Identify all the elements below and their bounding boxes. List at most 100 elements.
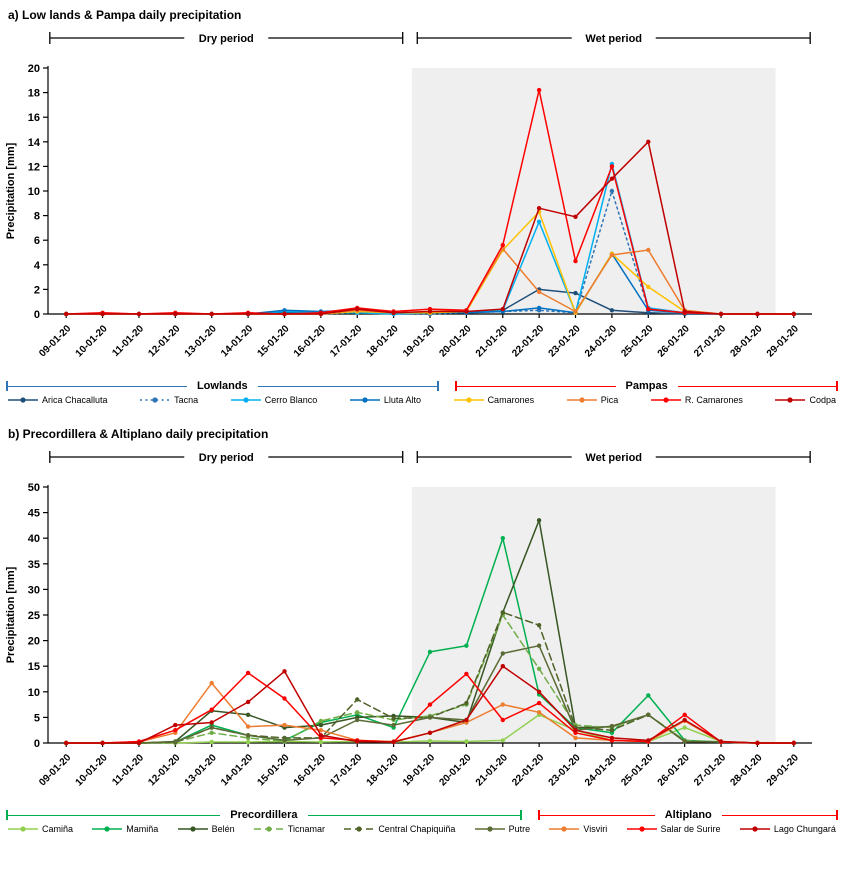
svg-text:14-01-20: 14-01-20 <box>219 752 255 788</box>
chart-b-group-brackets: Precordillera Altiplano <box>0 809 844 821</box>
period-label: Wet period <box>585 452 642 464</box>
legend-item-r-camarones: R. Camarones <box>650 395 743 405</box>
chart-a-group-brackets: Lowlands Pampas <box>0 380 844 392</box>
legend-label: Lluta Alto <box>383 395 421 405</box>
svg-text:17-01-20: 17-01-20 <box>328 752 364 788</box>
legend-item-camarones: Camarones <box>453 395 535 405</box>
svg-text:09-01-20: 09-01-20 <box>37 323 73 359</box>
chart-b-legend: Camiña Mamiña Belén Ticnamar Central Chapiqu… <box>0 821 844 834</box>
svg-text:20: 20 <box>28 63 40 75</box>
legend-item-cerro-blanco: Cerro Blanco <box>230 395 318 405</box>
svg-text:17-01-20: 17-01-20 <box>328 323 364 359</box>
svg-text:13-01-20: 13-01-20 <box>183 323 219 359</box>
svg-text:23-01-20: 23-01-20 <box>547 323 583 359</box>
svg-text:12: 12 <box>28 161 40 173</box>
legend-label: Salar de Surire <box>660 824 721 834</box>
legend-label: Visviri <box>583 824 608 834</box>
figure-daily-precipitation: a) Low lands & Pampa daily precipitation… <box>0 0 844 834</box>
y-axis-label: Precipitation [mm] <box>5 142 17 239</box>
legend-swatch-r-camarones <box>650 397 681 403</box>
legend-group-label: Precordillera <box>230 809 298 821</box>
svg-text:24-01-20: 24-01-20 <box>583 752 619 788</box>
svg-text:13-01-20: 13-01-20 <box>183 752 219 788</box>
svg-text:30: 30 <box>28 584 40 596</box>
legend-item-salar-de-surire: Salar de Surire <box>626 824 721 834</box>
panel-lowlands-pampa: a) Low lands & Pampa daily precipitation… <box>0 0 844 405</box>
chart-b-title: b) Precordillera & Altiplano daily preci… <box>8 427 269 441</box>
svg-text:22-01-20: 22-01-20 <box>510 323 546 359</box>
svg-text:19-01-20: 19-01-20 <box>401 323 437 359</box>
svg-text:15-01-20: 15-01-20 <box>256 752 292 788</box>
svg-text:26-01-20: 26-01-20 <box>656 323 692 359</box>
svg-text:16-01-20: 16-01-20 <box>292 752 328 788</box>
x-axis-ticks: 09-01-20 10-01-20 11-01-20 12-01-20 13-01-20… <box>37 314 801 359</box>
period-bracket-wet-period: Wet period <box>416 451 811 464</box>
svg-text:19-01-20: 19-01-20 <box>401 752 437 788</box>
legend-label: Codpa <box>809 395 836 405</box>
chart-a-legend: Arica Chacalluta Tacna Cerro Blanco Lluta A… <box>0 392 844 405</box>
legend-label: Central Chapiquiña <box>378 824 456 834</box>
svg-text:18-01-20: 18-01-20 <box>365 752 401 788</box>
legend-item-putre: Putre <box>474 824 530 834</box>
legend-group-label: Pampas <box>625 380 668 392</box>
svg-text:40: 40 <box>28 533 40 545</box>
legend-item-ticnamar: Ticnamar <box>253 824 325 834</box>
wet-period-shading <box>411 487 776 743</box>
svg-text:23-01-20: 23-01-20 <box>547 752 583 788</box>
svg-text:26-01-20: 26-01-20 <box>656 752 692 788</box>
legend-swatch-pica <box>566 397 597 403</box>
svg-text:28-01-20: 28-01-20 <box>728 752 764 788</box>
period-label: Wet period <box>585 33 642 45</box>
legend-label: Camiña <box>42 824 74 834</box>
svg-text:22-01-20: 22-01-20 <box>510 752 546 788</box>
svg-text:25: 25 <box>28 610 40 622</box>
y-axis-ticks: 0 2 4 6 8 10 12 14 16 18 20 <box>28 63 48 321</box>
legend-item-arica-chacalluta: Arica Chacalluta <box>8 395 108 405</box>
legend-item-central-chapiqui-a: Central Chapiquiña <box>344 824 455 834</box>
legend-group-bracket-precordillera: Precordillera <box>6 809 522 821</box>
svg-text:29-01-20: 29-01-20 <box>765 752 801 788</box>
period-bracket-dry-period: Dry period <box>49 32 404 45</box>
legend-label: R. Camarones <box>684 395 743 405</box>
legend-label: Belén <box>211 824 235 834</box>
svg-text:12-01-20: 12-01-20 <box>146 752 182 788</box>
svg-text:10-01-20: 10-01-20 <box>74 752 110 788</box>
chart-b-plot: Dry period Wet period 0 5 10 15 20 25 30 35 40 45 50… <box>5 451 812 788</box>
period-label: Dry period <box>199 452 254 464</box>
legend-label: Camarones <box>487 395 535 405</box>
legend-item-cami-a: Camiña <box>8 824 73 834</box>
x-axis-ticks: 09-01-20 10-01-20 11-01-20 12-01-20 13-01-20… <box>37 743 801 788</box>
period-bracket-dry-period: Dry period <box>49 451 404 464</box>
svg-text:21-01-20: 21-01-20 <box>474 323 510 359</box>
legend-swatch-ticnamar <box>253 826 284 832</box>
legend-group-label: Altiplano <box>664 809 712 821</box>
svg-text:50: 50 <box>28 482 40 494</box>
svg-text:2: 2 <box>34 284 40 296</box>
legend-label: Cerro Blanco <box>264 395 318 405</box>
legend-swatch-arica-chacalluta <box>8 397 38 403</box>
wet-period-shading <box>411 68 776 314</box>
y-axis-label: Precipitation [mm] <box>5 566 17 663</box>
legend-swatch-lago-chungar <box>739 826 770 832</box>
legend-label: Tacna <box>174 395 199 405</box>
legend-swatch-cami-a <box>8 826 38 832</box>
svg-text:11-01-20: 11-01-20 <box>110 323 146 359</box>
series-lago-chungar <box>63 664 796 746</box>
svg-text:29-01-20: 29-01-20 <box>765 323 801 359</box>
svg-text:20-01-20: 20-01-20 <box>437 752 473 788</box>
svg-text:45: 45 <box>28 508 40 520</box>
svg-text:25-01-20: 25-01-20 <box>619 752 655 788</box>
svg-text:11-01-20: 11-01-20 <box>110 752 146 788</box>
legend-item-lago-chungar: Lago Chungará <box>739 824 836 834</box>
period-brackets: Dry period Wet period <box>49 451 811 464</box>
svg-text:25-01-20: 25-01-20 <box>619 323 655 359</box>
svg-text:18-01-20: 18-01-20 <box>365 323 401 359</box>
svg-text:10: 10 <box>28 186 40 198</box>
svg-text:12-01-20: 12-01-20 <box>146 323 182 359</box>
svg-text:20-01-20: 20-01-20 <box>437 323 473 359</box>
svg-text:10: 10 <box>28 687 40 699</box>
legend-group-bracket-pampas: Pampas <box>455 380 839 392</box>
svg-text:6: 6 <box>34 235 40 247</box>
legend-swatch-salar-de-surire <box>626 826 657 832</box>
svg-text:27-01-20: 27-01-20 <box>692 752 728 788</box>
